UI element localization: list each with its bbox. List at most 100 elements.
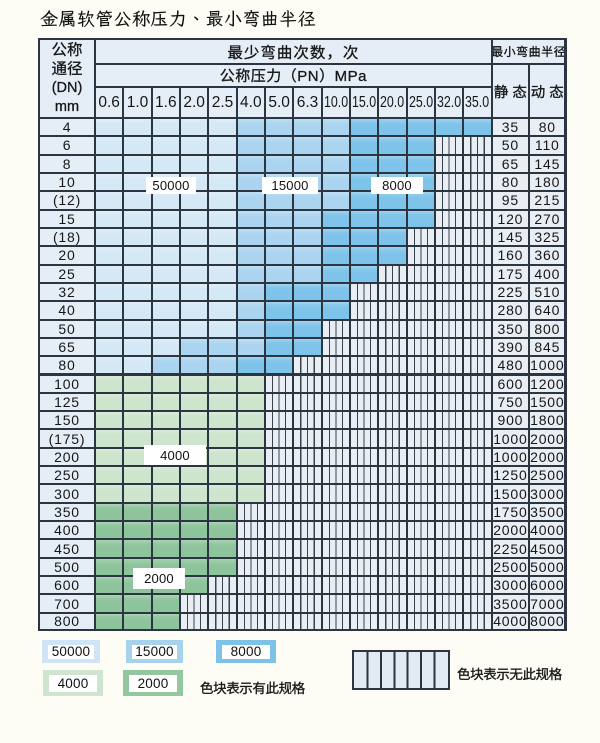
header-pressure-value: 2.5 <box>209 88 236 117</box>
spec-cell-none <box>407 265 435 282</box>
spec-cell-none <box>294 430 321 447</box>
spec-cell-2000 <box>181 558 208 576</box>
spec-cell-4000 <box>96 448 123 466</box>
spec-cell-50000 <box>209 192 236 209</box>
spec-cell-none <box>351 613 378 629</box>
spec-cell-15000 <box>237 137 264 154</box>
legend-swatch-label: 2000 <box>129 674 177 692</box>
spec-cell-none <box>351 302 378 319</box>
pressure-value-text: 32.0 <box>437 93 462 111</box>
spec-cell-4000 <box>237 412 264 429</box>
spec-cell-none <box>379 338 406 356</box>
static-radius-value: 480 <box>492 357 529 374</box>
spec-cell-none <box>464 320 491 337</box>
spec-cell-none <box>181 613 208 629</box>
spec-cell-none <box>464 375 491 392</box>
spec-cell-8000 <box>379 228 406 246</box>
row-dn: (18) <box>40 228 94 246</box>
spec-cell-none <box>266 448 293 466</box>
spec-cell-none <box>351 412 378 429</box>
spec-cell-none <box>351 448 378 466</box>
legend-swatch-15000: 15000 <box>126 640 183 663</box>
spec-cell-none <box>436 210 463 227</box>
spec-cell-none <box>379 485 406 502</box>
spec-cell-2000 <box>124 540 151 557</box>
spec-cell-50000 <box>209 137 236 154</box>
pressure-value-text: 35.0 <box>465 93 490 111</box>
spec-cell-none <box>407 558 435 576</box>
spec-cell-4000 <box>152 467 179 484</box>
legend-swatch-label: 15000 <box>132 644 177 659</box>
spec-cell-none <box>322 467 349 484</box>
spec-cell-none <box>436 522 463 539</box>
row-dn: 250 <box>40 467 94 484</box>
spec-cell-50000 <box>124 192 151 209</box>
spec-cell-2000 <box>152 540 179 557</box>
spec-cell-8000 <box>407 137 435 154</box>
spec-cell-15000 <box>266 192 293 209</box>
spec-cell-none <box>322 577 349 594</box>
spec-cell-50000 <box>152 137 179 154</box>
spec-cell-50000 <box>209 265 236 282</box>
spec-cell-50000 <box>152 320 179 337</box>
spec-cell-none <box>464 302 491 319</box>
spec-cell-none <box>351 467 378 484</box>
spec-cell-none <box>436 430 463 447</box>
spec-cell-none <box>464 503 491 521</box>
spec-cell-8000 <box>294 302 321 319</box>
spec-cell-none <box>294 595 321 612</box>
legend-swatch-4000: 4000 <box>43 670 103 696</box>
row-dn: 80 <box>40 357 94 374</box>
header-cycles: 最少弯曲次数，次 <box>96 40 491 63</box>
spec-cell-none <box>322 357 349 374</box>
spec-cell-15000 <box>266 247 293 264</box>
spec-cell-none <box>294 522 321 539</box>
static-radius-value: 390 <box>492 338 529 356</box>
row-dn: 32 <box>40 283 94 301</box>
spec-cell-none <box>322 595 349 612</box>
spec-cell-15000 <box>237 228 264 246</box>
spec-cell-none <box>237 540 264 557</box>
row-dn: (12) <box>40 192 94 209</box>
spec-cell-50000 <box>181 137 208 154</box>
static-radius-value: 50 <box>492 137 529 154</box>
dynamic-radius-value: 80 <box>530 119 565 136</box>
spec-cell-none <box>436 577 463 594</box>
zone-label-15000: 15000 <box>262 177 318 194</box>
static-radius-value: 1500 <box>492 485 529 502</box>
spec-cell-50000 <box>209 247 236 264</box>
spec-cell-50000 <box>124 265 151 282</box>
spec-cell-none <box>266 540 293 557</box>
spec-cell-none <box>407 540 435 557</box>
row-dn: 40 <box>40 302 94 319</box>
spec-cell-none <box>407 577 435 594</box>
spec-cell-50000 <box>124 228 151 246</box>
row-dn: 15 <box>40 210 94 227</box>
spec-cell-8000 <box>379 192 406 209</box>
spec-cell-8000 <box>379 137 406 154</box>
static-radius-value: 350 <box>492 320 529 337</box>
spec-cell-8000 <box>266 357 293 374</box>
spec-cell-none <box>351 577 378 594</box>
spec-cell-15000 <box>266 137 293 154</box>
spec-cell-none <box>407 357 435 374</box>
static-radius-value: 3500 <box>492 595 529 612</box>
spec-cell-4000 <box>181 375 208 392</box>
row-dn: 300 <box>40 485 94 502</box>
spec-cell-15000 <box>237 283 264 301</box>
spec-cell-4000 <box>96 375 123 392</box>
spec-cell-none <box>294 448 321 466</box>
pressure-value-text: 6.3 <box>296 93 319 111</box>
spec-cell-none <box>209 577 236 594</box>
spec-cell-none <box>464 522 491 539</box>
spec-cell-none <box>436 412 463 429</box>
spec-cell-4000 <box>237 448 264 466</box>
spec-cell-none <box>464 558 491 576</box>
spec-cell-4000 <box>96 430 123 447</box>
spec-cell-8000 <box>322 302 349 319</box>
spec-cell-none <box>464 265 491 282</box>
static-radius-value: 80 <box>492 173 529 191</box>
spec-cell-none <box>322 320 349 337</box>
spec-cell-none <box>436 503 463 521</box>
